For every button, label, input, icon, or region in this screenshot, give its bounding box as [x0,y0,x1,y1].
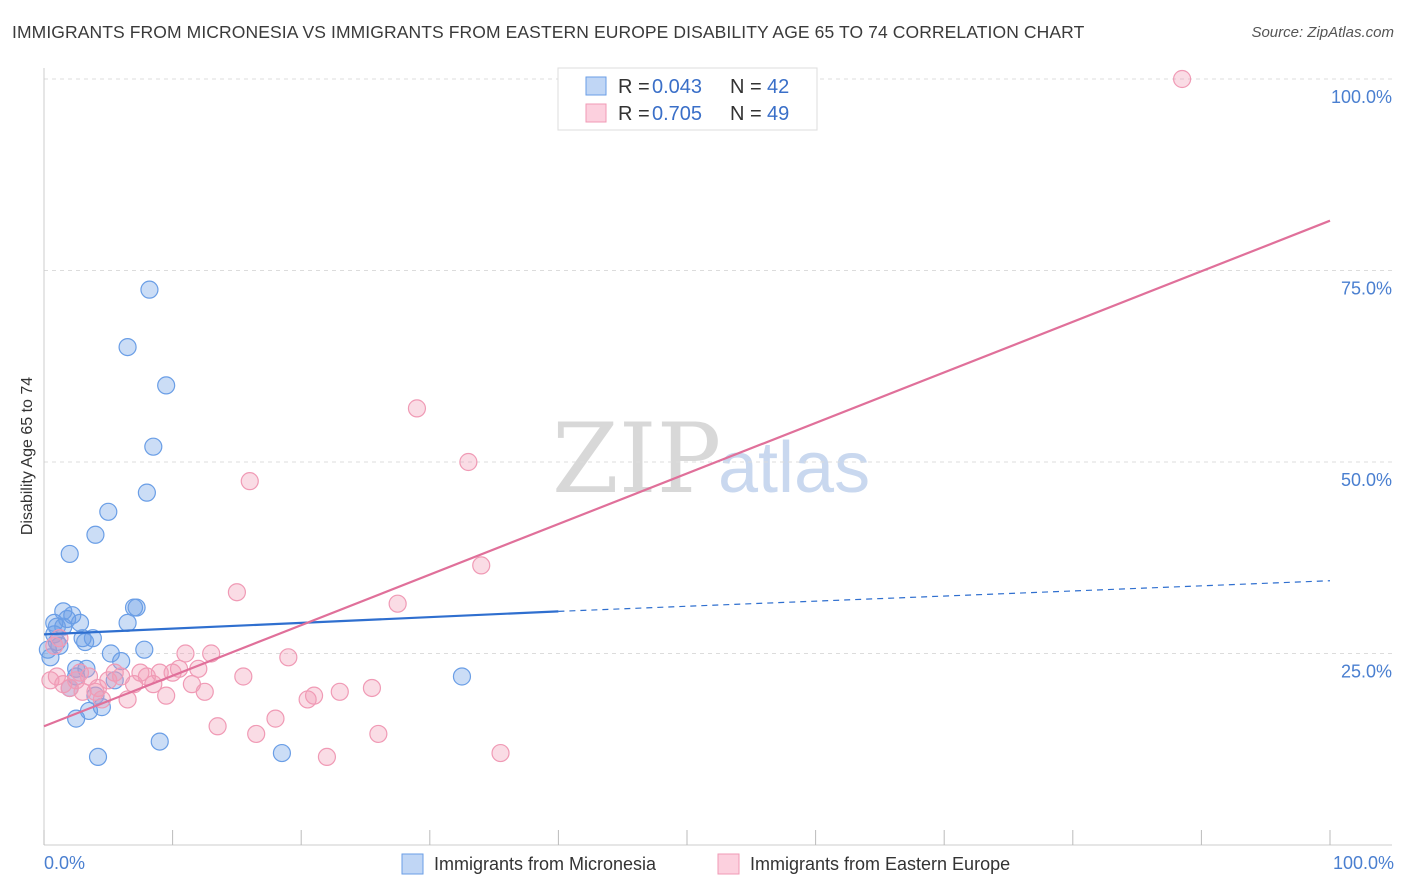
data-point [157,686,176,705]
data-point [330,682,349,701]
data-point [50,629,69,648]
data-point [176,644,195,663]
y-tick-label: 50.0% [1341,470,1392,490]
data-point [135,640,154,659]
data-point [63,606,82,625]
data-point [83,629,102,648]
data-point [317,747,337,767]
data-point [279,648,298,667]
x-tick-label-min: 0.0% [44,853,85,873]
y-tick-labels: 25.0% 50.0% 75.0% 100.0% [1331,87,1392,682]
data-point [304,686,324,705]
legend-n-label-eastern-europe: N = [730,103,762,125]
trend-lines [43,219,1331,728]
chart-title: IMMIGRANTS FROM MICRONESIA VS IMMIGRANTS… [12,22,1085,42]
y-axis-label: Disability Age 65 to 74 [19,377,36,535]
series-legend-label-micronesia: Immigrants from Micronesia [434,854,657,874]
data-point [491,743,510,763]
series-eastern-europe-points [41,69,1192,767]
data-point [140,280,159,299]
series-micronesia-points [38,280,472,767]
data-point [88,747,108,767]
data-point [112,652,131,671]
data-point [240,472,259,491]
legend-r-value-eastern-europe: 0.705 [652,103,702,125]
data-point [195,682,214,701]
data-point [73,682,92,701]
data-point [362,678,382,698]
legend-n-value-micronesia: 42 [767,76,789,98]
gridlines [44,78,1392,654]
legend-r-value-micronesia: 0.043 [652,76,702,98]
trend-line-micronesia-extension [558,580,1331,612]
data-point [99,502,118,521]
y-tick-label: 25.0% [1341,662,1392,682]
data-point [1173,69,1192,89]
data-point [137,483,156,502]
axes [43,68,1392,846]
source-label: Source: ZipAtlas.com [1251,24,1394,41]
data-point [208,717,227,736]
data-point [70,613,90,632]
data-point [272,743,292,763]
y-tick-label: 75.0% [1341,279,1392,299]
legend-r-label-eastern-europe: R = [618,103,650,125]
legend-r-label-micronesia: R = [618,76,650,98]
series-legend-label-eastern-europe: Immigrants from Eastern Europe [750,854,1010,874]
data-point [118,613,137,632]
x-ticks [43,830,1331,845]
data-point [118,338,137,357]
data-point [234,667,253,686]
data-point [452,667,472,686]
legend-swatch-eastern-europe [585,103,607,123]
data-point [247,724,266,744]
data-point [150,732,169,751]
data-point [388,594,407,613]
data-point [88,678,108,698]
data-point [70,663,90,682]
watermark: ZIP atlas [552,403,870,515]
data-point [157,376,176,395]
correlation-legend: R = 0.043 N = 42 R = 0.705 N = 49 [557,67,818,131]
data-point [266,709,285,728]
legend-n-label-micronesia: N = [730,76,762,98]
watermark-zip: ZIP [552,403,721,515]
data-point [101,644,120,663]
data-point [86,525,105,544]
data-point [227,583,246,602]
series-legend-swatch-micronesia [401,853,424,875]
data-point [144,437,163,456]
watermark-atlas: atlas [718,428,870,508]
data-point [45,613,64,632]
legend-n-value-eastern-europe: 49 [767,103,789,125]
data-point [472,556,491,575]
trend-line-micronesia [43,610,559,636]
y-tick-label: 100.0% [1331,87,1392,107]
data-point [127,598,146,617]
series-legend: Immigrants from Micronesia Immigrants fr… [401,853,1010,875]
legend-swatch-micronesia [585,76,607,96]
data-point [459,452,478,472]
data-point [407,399,427,418]
trend-line-eastern-europe [43,219,1331,728]
series-legend-swatch-eastern-europe [717,853,740,875]
x-tick-label-max: 100.0% [1333,853,1394,873]
data-point [60,544,79,564]
data-point [369,724,388,744]
